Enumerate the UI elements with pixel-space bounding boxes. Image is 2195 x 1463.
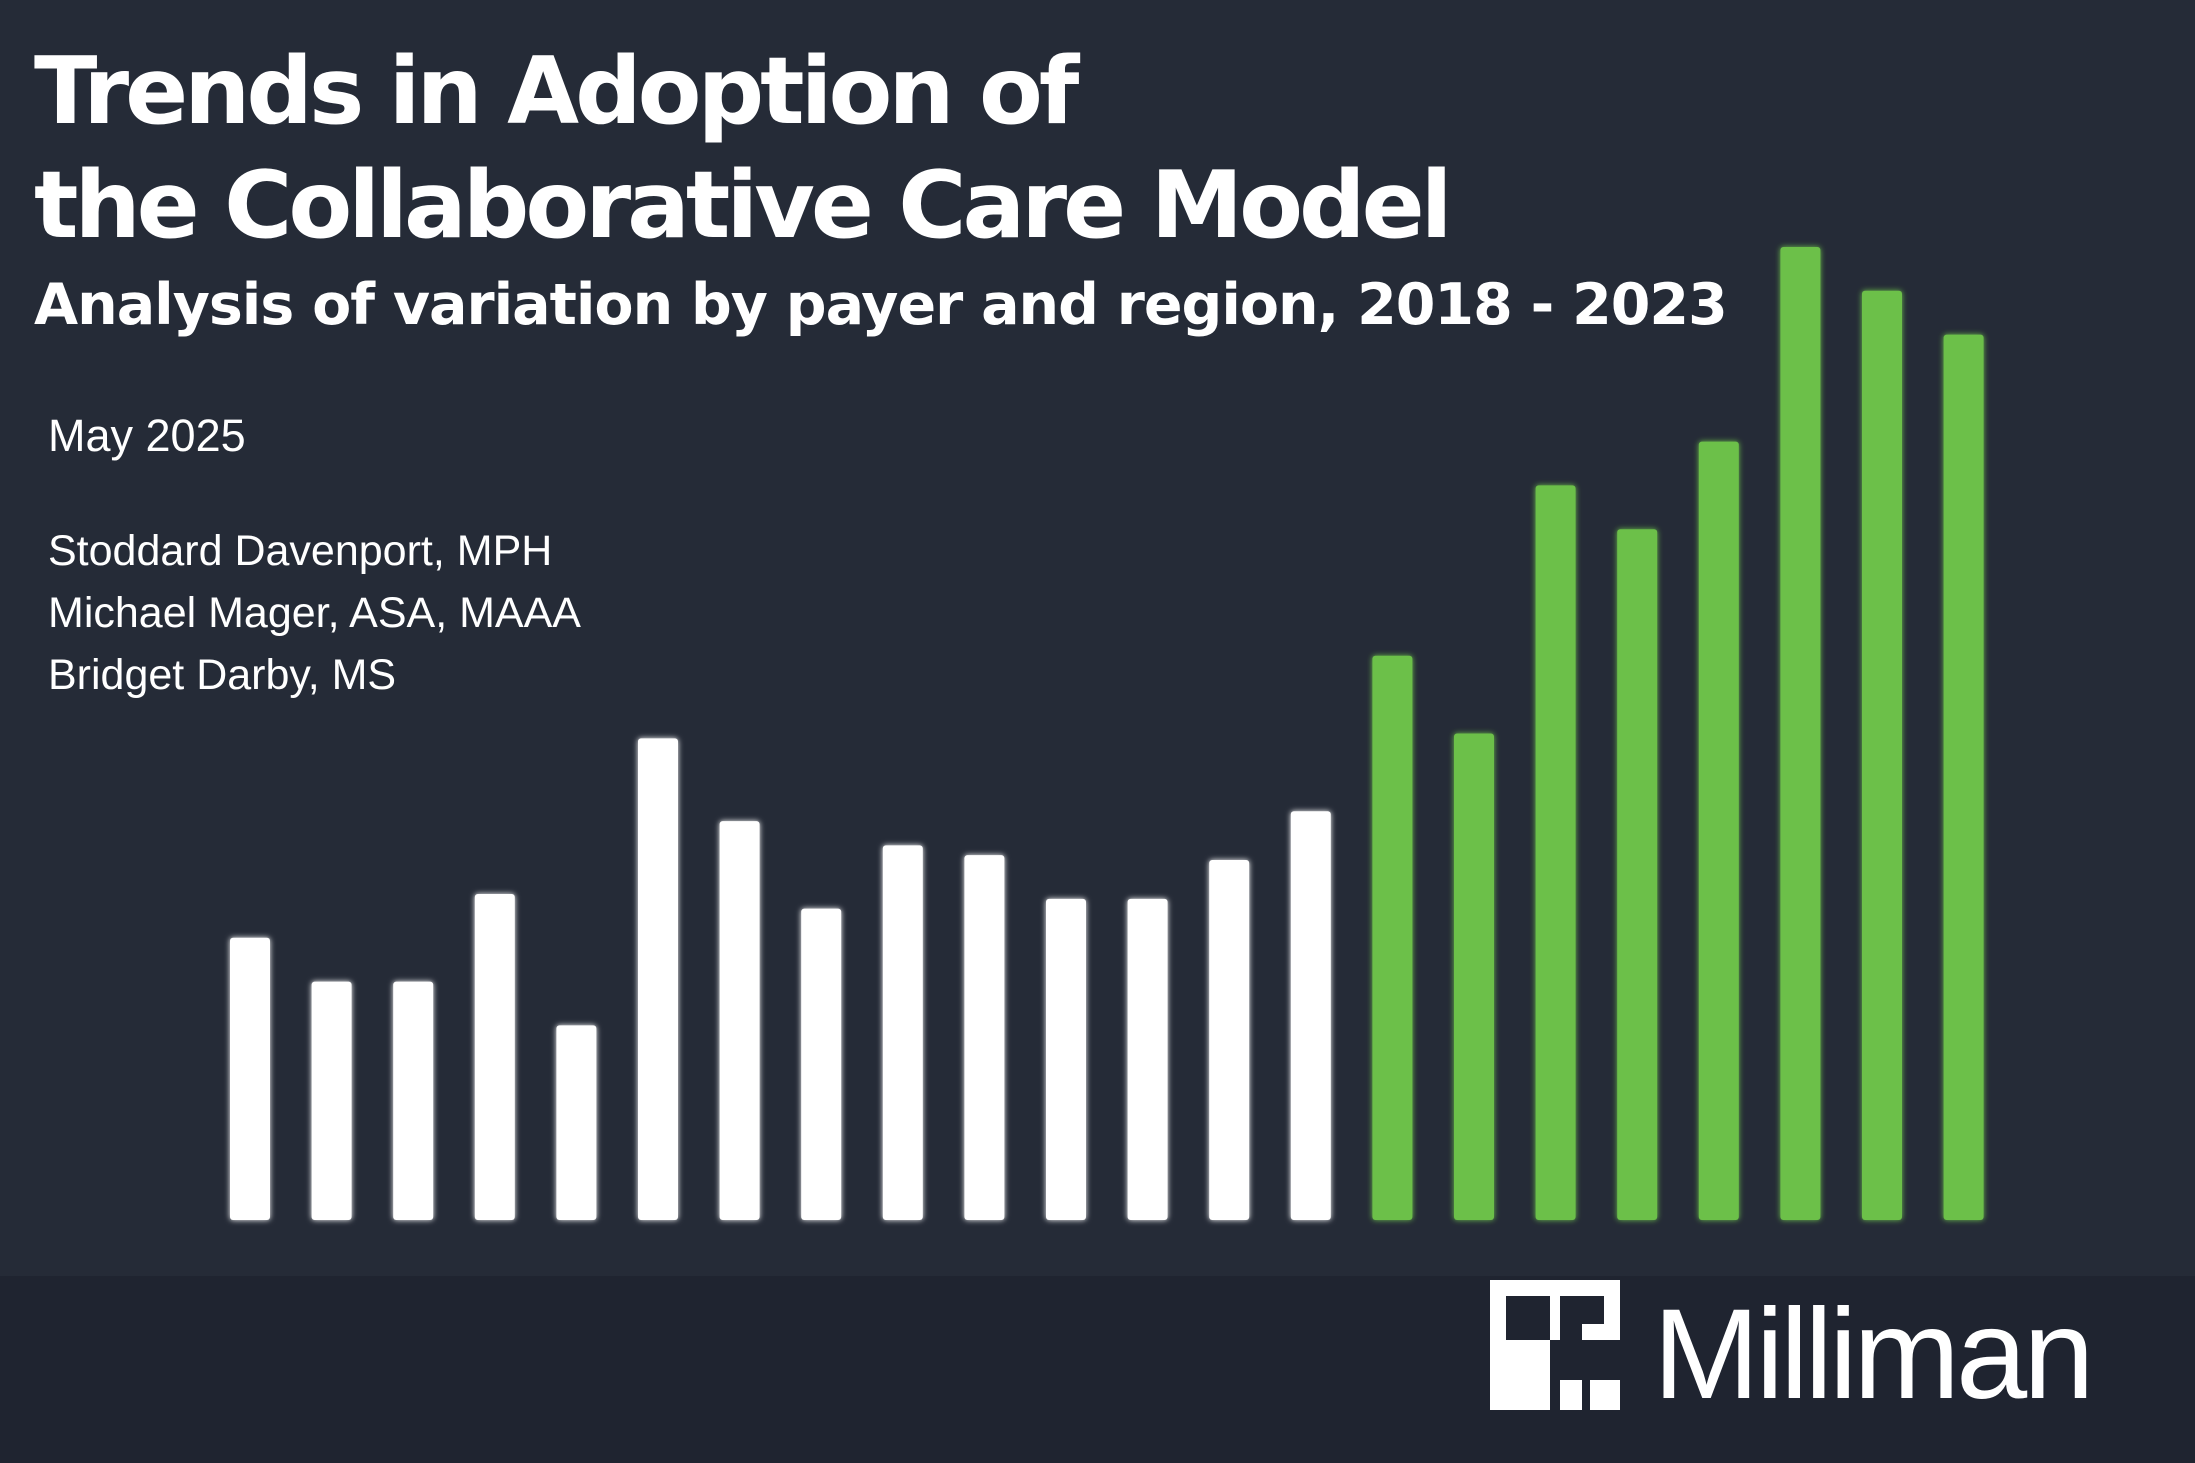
white-bar [964, 855, 1005, 1220]
green-bar [1617, 529, 1658, 1220]
milliman-wordmark: Milliman [1653, 1283, 2094, 1426]
white-bar [230, 937, 270, 1220]
white-bar [1209, 860, 1250, 1220]
green-bar [1698, 441, 1739, 1221]
author-name: Bridget Darby, MS [48, 651, 397, 699]
green-bar [1943, 334, 1984, 1221]
white-bar [638, 738, 678, 1220]
green-bar [1780, 247, 1821, 1220]
white-bar [393, 981, 434, 1220]
white-bar [1046, 898, 1086, 1220]
white-bar [311, 981, 352, 1220]
white-bar [719, 821, 760, 1220]
author-name: Michael Mager, ASA, MAAA [48, 589, 581, 637]
decorative-bar-chart [230, 247, 1984, 1221]
white-bar [556, 1025, 597, 1220]
milliman-square-icon [1490, 1280, 1620, 1410]
white-bar [882, 845, 923, 1220]
green-bar [1372, 655, 1413, 1220]
author-list: Stoddard Davenport, MPH Michael Mager, A… [48, 520, 581, 706]
author-name: Stoddard Davenport, MPH [48, 527, 553, 575]
white-bar [801, 908, 842, 1220]
white-bar [474, 894, 515, 1220]
footer-band [0, 1276, 2195, 1463]
title-line-2: the Collaborative Care Model [34, 151, 1453, 259]
white-bar [1127, 898, 1168, 1220]
page-title: Trends in Adoption of the Collaborative … [34, 34, 1453, 262]
white-bar [1290, 811, 1331, 1220]
green-bar [1535, 485, 1576, 1220]
green-bar [1862, 290, 1902, 1220]
publication-date: May 2025 [48, 410, 246, 461]
green-bar [1454, 733, 1494, 1220]
milliman-logo: Milliman [1490, 1280, 2130, 1425]
page-subtitle: Analysis of variation by payer and regio… [34, 272, 1728, 338]
title-line-1: Trends in Adoption of [34, 37, 1079, 145]
